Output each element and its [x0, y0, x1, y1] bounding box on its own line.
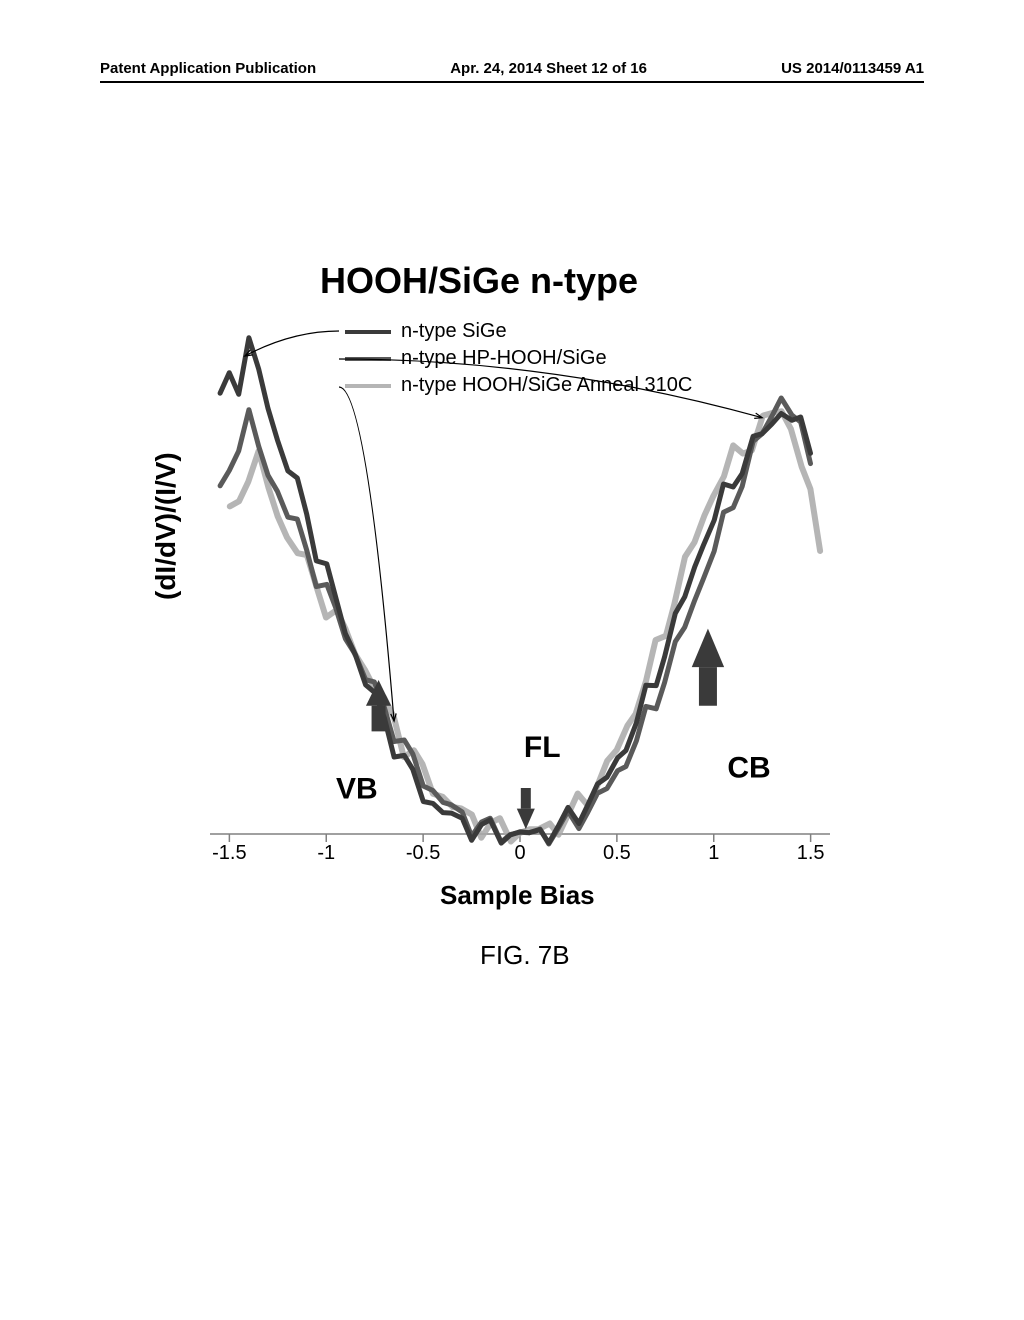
- x-tick-label: -1.5: [212, 842, 246, 865]
- x-tick-label: 0: [514, 842, 525, 865]
- figure-caption: FIG. 7B: [480, 940, 570, 971]
- x-axis-label: Sample Bias: [440, 880, 595, 911]
- x-tick-label: 0.5: [603, 842, 631, 865]
- band-annotation: VB: [336, 772, 378, 805]
- x-tick-label: -1: [317, 842, 335, 865]
- series-line: [220, 398, 810, 844]
- x-tick-label: -0.5: [406, 842, 440, 865]
- band-annotation: CB: [727, 752, 770, 785]
- x-tick-label: 1.5: [797, 842, 825, 865]
- x-tick-label: 1: [708, 842, 719, 865]
- y-axis-label: (dI/dV)/(I/V): [150, 452, 182, 600]
- header-right: US 2014/0113459 A1: [781, 60, 924, 77]
- chart-title: HOOH/SiGe n-type: [320, 260, 638, 302]
- figure-7b: HOOH/SiGe n-type n-type SiGen-type HP-HO…: [120, 260, 900, 1020]
- chart-plot: VB FL CB: [210, 320, 830, 860]
- header-center: Apr. 24, 2014 Sheet 12 of 16: [450, 60, 647, 77]
- header-left: Patent Application Publication: [100, 60, 316, 77]
- series-line: [220, 338, 810, 843]
- patent-header: Patent Application Publication Apr. 24, …: [100, 60, 924, 83]
- band-annotation: FL: [524, 731, 561, 764]
